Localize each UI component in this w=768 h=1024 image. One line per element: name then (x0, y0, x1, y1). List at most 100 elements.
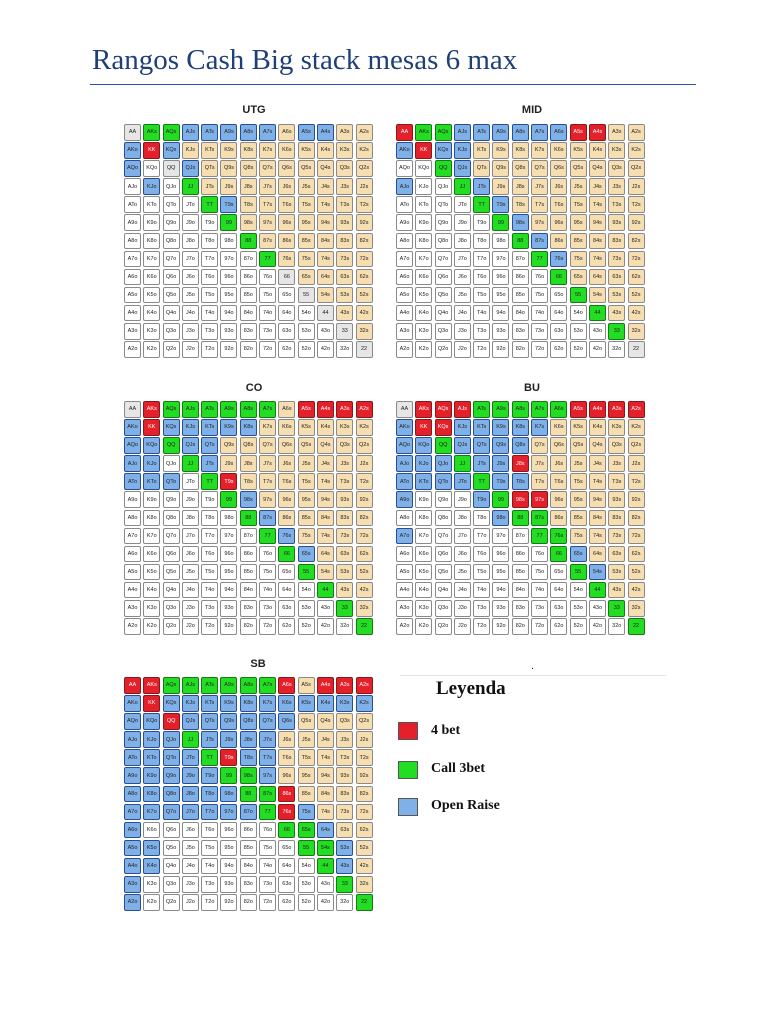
hand-cell: 85s (569, 232, 587, 250)
hand-cell: 42s (355, 304, 373, 322)
hand-cell: T2s (355, 749, 373, 766)
hand-cell: KJs (181, 695, 199, 712)
hand-cell: 63s (336, 545, 354, 563)
hand-cell: 98s (511, 214, 529, 231)
hand-cell: Q3o (434, 323, 452, 340)
hand-cell: J8o (181, 785, 199, 803)
hand-cell: 43s (608, 304, 626, 322)
hand-cell: ATo (396, 473, 413, 490)
hand-cell: K3o (415, 323, 433, 340)
hand-cell: AJo (124, 178, 141, 195)
hand-cell: 64s (316, 545, 334, 563)
hand-cell: A7o (396, 527, 413, 545)
hand-cell: 82o (511, 341, 529, 358)
hand-cell: A6s (278, 124, 296, 141)
hand-cell: J3s (608, 178, 626, 195)
hand-cell: ATo (124, 749, 141, 766)
hand-cell: QQ (434, 437, 452, 454)
hand-cell: A5o (396, 563, 413, 581)
hand-cell: AA (124, 677, 141, 694)
hand-cell: JTs (201, 455, 219, 472)
hand-cell: QQ (162, 160, 180, 177)
hand-cell: J4s (316, 731, 334, 748)
hand-cell: 84o (239, 581, 257, 599)
hand-cell: 77 (259, 527, 277, 545)
hand-cell: 22 (355, 618, 373, 635)
hand-cell: 55 (297, 839, 315, 857)
hand-cell: A4o (124, 304, 141, 322)
hand-cell: A3s (336, 401, 354, 418)
hand-cell: 93s (608, 214, 626, 231)
hand-cell: K9o (143, 214, 161, 231)
hand-cell: QTo (162, 473, 180, 490)
hand-cell: 83o (239, 323, 257, 340)
hand-cell: T2s (355, 473, 373, 490)
hand-cell: K5s (569, 419, 587, 436)
hand-cell: K2s (627, 419, 645, 436)
hand-cell: J9s (220, 178, 238, 195)
hand-cell: 97o (492, 250, 510, 268)
hand-cell: 74o (531, 581, 549, 599)
hand-cell: Q9o (434, 214, 452, 231)
legend-swatch-4bet (398, 722, 418, 740)
hand-cell: T2o (201, 341, 219, 358)
hand-cell: K8o (143, 785, 161, 803)
panel-title-bu: BU (524, 382, 540, 394)
hand-cell: K5o (143, 839, 161, 857)
hand-cell: AKo (124, 695, 141, 712)
hand-cell: TT (473, 473, 491, 490)
hand-cell: T6o (473, 545, 491, 563)
hand-cell: T8o (473, 232, 491, 250)
hand-cell: K6s (550, 142, 568, 159)
hand-cell: AJo (396, 455, 413, 472)
hand-cell: QTs (201, 713, 219, 730)
hand-cell: AA (396, 401, 413, 418)
hand-cell: A2o (124, 894, 141, 911)
hand-cell: Q7s (259, 160, 277, 177)
hand-cell: 62s (355, 821, 373, 839)
hand-cell: 96o (492, 545, 510, 563)
hand-cell: KJo (143, 731, 161, 748)
hand-cell: K3s (336, 419, 354, 436)
hand-cell: 33 (336, 323, 354, 340)
hand-cell: 97s (259, 214, 277, 231)
hand-cell: 94o (492, 581, 510, 599)
hand-cell: 54o (297, 304, 315, 322)
hand-cell: 93s (336, 767, 354, 784)
hand-cell: K2s (627, 142, 645, 159)
hand-cell: 76s (278, 803, 296, 821)
hand-cell: 64s (588, 545, 606, 563)
hand-cell: A3s (608, 124, 626, 141)
hand-cell: 42s (627, 581, 645, 599)
hand-cell: 87s (531, 509, 549, 527)
hand-cell: 93s (608, 491, 626, 508)
hand-cell: T6o (201, 268, 219, 286)
hand-cell: 74s (316, 250, 334, 268)
hand-cell: 72s (355, 803, 373, 821)
hand-cell: 43o (588, 323, 606, 340)
hand-cell: T7s (259, 473, 277, 490)
hand-cell: 73s (336, 250, 354, 268)
hand-cell: J5s (569, 178, 587, 195)
hand-cell: 96s (278, 214, 296, 231)
hand-cell: T8o (201, 509, 219, 527)
hand-cell: 97o (220, 250, 238, 268)
hand-cell: K6o (143, 821, 161, 839)
hand-cell: 32s (355, 323, 373, 340)
hand-cell: 73s (336, 803, 354, 821)
hand-cell: A8s (511, 124, 529, 141)
hand-cell: Q9o (162, 214, 180, 231)
hand-cell: 65o (278, 286, 296, 304)
hand-cell: J6s (278, 731, 296, 748)
hand-cell: JTo (453, 473, 471, 490)
hand-cell: T9o (201, 491, 219, 508)
hand-cell: 62o (278, 618, 296, 635)
hand-cell: 93o (220, 600, 238, 617)
hand-cell: QJs (181, 437, 199, 454)
hand-cell: Q6o (162, 821, 180, 839)
hand-cell: A5s (297, 401, 315, 418)
hand-cell: 92s (627, 214, 645, 231)
hand-cell: 92o (220, 341, 238, 358)
hand-cell: 52o (297, 618, 315, 635)
hand-cell: J4s (316, 178, 334, 195)
